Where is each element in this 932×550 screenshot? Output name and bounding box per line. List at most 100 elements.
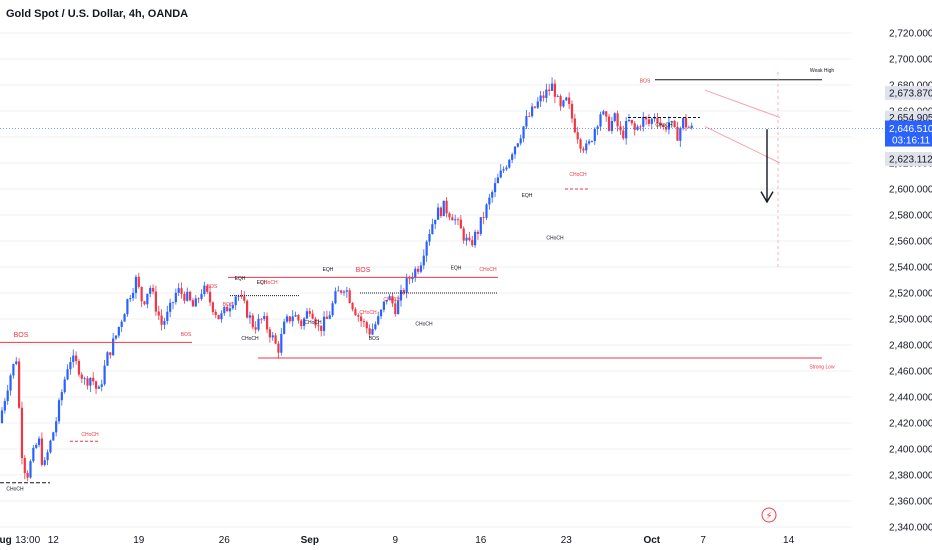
candle-body bbox=[43, 460, 46, 465]
candle-body bbox=[223, 306, 226, 314]
price-axis[interactable]: 2,340.000 2,360.000 2,380.000 2,400.000 2,42… bbox=[889, 29, 932, 534]
candle-body bbox=[425, 241, 428, 256]
candle-body bbox=[582, 148, 585, 151]
choch-label-6: CHoCH bbox=[383, 297, 401, 303]
candle-body bbox=[471, 240, 474, 246]
candle-body bbox=[149, 287, 152, 294]
candle-body bbox=[362, 321, 366, 323]
candle-body bbox=[636, 126, 639, 130]
arrow-head bbox=[760, 191, 774, 204]
candle-body bbox=[588, 141, 591, 144]
candle-body bbox=[419, 265, 423, 272]
price-tags: 2,673.870 2,654.905 2,623.112 2,646.51003:1… bbox=[0, 85, 932, 166]
candle-body bbox=[630, 119, 633, 124]
candle-body bbox=[593, 129, 596, 142]
y-tick-label: 2,560.000 bbox=[889, 237, 932, 248]
candle-body bbox=[163, 320, 166, 325]
candle-body bbox=[15, 361, 18, 365]
x-tick-label: Aug bbox=[0, 535, 12, 546]
candle-body bbox=[533, 106, 537, 108]
candle-body bbox=[525, 116, 528, 127]
candle-body bbox=[368, 328, 371, 335]
bos-label-2: BOS bbox=[181, 332, 192, 338]
candles bbox=[0, 77, 693, 482]
candle-body bbox=[288, 316, 291, 322]
candle-body bbox=[342, 291, 346, 293]
candle-body bbox=[570, 103, 574, 119]
candle-body bbox=[528, 116, 531, 117]
candle-body bbox=[174, 292, 177, 303]
price-tag bbox=[885, 85, 932, 100]
candle-body bbox=[83, 378, 86, 380]
candle-body bbox=[40, 438, 43, 465]
candle-body bbox=[397, 300, 400, 315]
candle-body bbox=[169, 302, 172, 312]
y-tick-label: 2,400.000 bbox=[889, 445, 932, 456]
candle-body bbox=[417, 268, 420, 272]
time-axis[interactable]: Aug13:00 12 19 26 Sep 9 16 23 Oct 7 14 bbox=[0, 535, 795, 546]
y-tick-label: 2,480.000 bbox=[889, 341, 932, 352]
candle-body bbox=[52, 432, 55, 441]
y-tick-label: 2,700.000 bbox=[889, 55, 932, 66]
x-tick-label: 26 bbox=[219, 535, 231, 546]
choch-label-11: CHoCH bbox=[569, 172, 587, 178]
candle-body bbox=[422, 255, 425, 266]
candle-body bbox=[231, 305, 234, 309]
bos-label-left: BOS bbox=[14, 332, 29, 339]
candle-body bbox=[100, 384, 103, 387]
candle-body bbox=[428, 233, 431, 242]
candle-body bbox=[177, 288, 180, 293]
candle-body bbox=[103, 365, 106, 385]
strong-low-label: Strong Low bbox=[809, 364, 835, 370]
candle-body bbox=[559, 96, 562, 107]
candle-body bbox=[399, 290, 403, 301]
candle-body bbox=[66, 369, 69, 380]
candle-body bbox=[46, 452, 49, 461]
candle-body bbox=[442, 200, 445, 217]
candle-body bbox=[462, 228, 465, 241]
candle-body bbox=[496, 177, 499, 184]
y-tick-label: 2,520.000 bbox=[889, 289, 932, 300]
candle-body bbox=[237, 296, 240, 298]
eqh-label-3: EQH bbox=[323, 267, 334, 273]
candle-body bbox=[60, 392, 63, 401]
candle-body bbox=[345, 290, 348, 292]
chart-title: Gold Spot / U.S. Dollar, 4h, OANDA bbox=[6, 8, 189, 20]
channel-top bbox=[704, 89, 781, 118]
candle-body bbox=[354, 309, 357, 316]
candle-body bbox=[297, 315, 300, 321]
candle-body bbox=[314, 318, 317, 326]
candle-body bbox=[436, 207, 440, 220]
x-tick-label: 9 bbox=[393, 535, 399, 546]
candle-body bbox=[670, 120, 673, 123]
candle-body bbox=[379, 309, 383, 317]
candle-body bbox=[6, 390, 9, 402]
candle-body bbox=[385, 299, 388, 302]
choch-label-1: CHoCH bbox=[6, 487, 24, 493]
x-tick-label: 12 bbox=[48, 535, 60, 546]
candle-body bbox=[32, 447, 35, 462]
candle-body bbox=[491, 192, 494, 198]
candle-body bbox=[69, 362, 72, 370]
candle-body bbox=[687, 127, 690, 129]
candle-body bbox=[240, 296, 243, 298]
candle-body bbox=[57, 400, 61, 422]
candle-body bbox=[391, 296, 394, 304]
candle-body bbox=[35, 444, 38, 448]
candle-body bbox=[251, 315, 254, 328]
x-tick-label: Sep bbox=[301, 535, 319, 546]
candle-body bbox=[200, 294, 203, 299]
candle-body bbox=[650, 118, 653, 124]
candle-body bbox=[488, 197, 491, 205]
choch-label-12: CHoCH bbox=[655, 123, 673, 129]
candle-body bbox=[590, 141, 594, 142]
candle-body bbox=[160, 315, 163, 325]
candle-body bbox=[328, 315, 331, 319]
candle-body bbox=[134, 276, 138, 293]
candle-body bbox=[20, 407, 24, 459]
y-tick-label: 2,580.000 bbox=[889, 211, 932, 222]
candle-body bbox=[55, 421, 58, 433]
candle-body bbox=[511, 154, 514, 160]
bos-label-5: BOS bbox=[369, 336, 380, 342]
